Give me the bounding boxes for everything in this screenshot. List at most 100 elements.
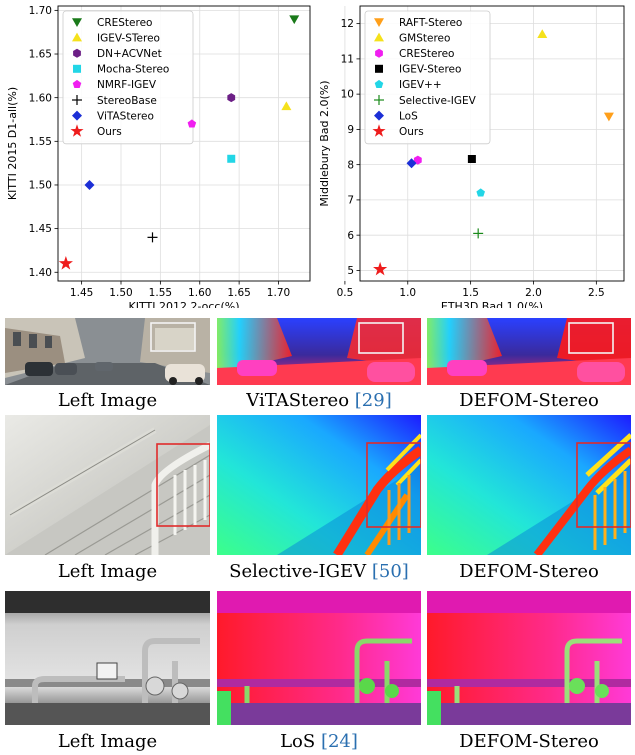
legend-marker-los [374,110,384,121]
legend-label-vitastereo: ViTAStereo [97,110,154,122]
legend-label-igev-stereo: IGEV-STereo [97,32,160,44]
legend-marker-raft-stereo [374,18,384,27]
legend-marker-crestereo [375,48,383,58]
legend-label-ours: Ours [97,126,122,138]
plot-frame [359,5,625,282]
point-igev-stereo [467,155,476,164]
stairs-defom-disparity [427,415,631,555]
legend-label-dn-acvnet: DN+ACVNet [97,48,162,60]
legend-marker-dn-acvnet [73,48,81,58]
caption-left-image-3: Left Image [57,731,158,752]
caption-vitastereo: ViTAStereo [29] [246,390,392,411]
y-tick-label: 11 [341,53,354,65]
legend-box [62,10,194,145]
caption-defom-3: DEFOM-Stereo [459,731,599,752]
legend-marker-gmstereo [374,32,384,42]
x-tick-label: 1.60 [188,287,211,299]
x-tick-label: 2.5 [588,287,605,299]
point-selective-igev [473,228,484,239]
y-tick-label: 8 [347,159,354,171]
legend-marker-igev [374,79,384,89]
y-tick-label: 1.55 [29,136,52,148]
y-tick-label: 1.50 [29,180,52,192]
street-vitastereo-disparity [217,318,421,385]
point-nmrf-igev [187,119,197,128]
y-axis-label: Middlebury Bad 2.0(%) [318,80,331,206]
caption-defom-1: DEFOM-Stereo [459,390,599,411]
y-tick-label: 12 [341,18,354,30]
caption-left-image-2: Left Image [57,561,158,582]
pipes-los-disparity [217,591,421,725]
street-left-image [5,318,210,385]
kitti-scatter-chart: 1.45 1.50 1.55 1.60 1.65 1.70 1.40 1.45 1.50 1.55… [0,0,315,313]
point-vitastereo [84,179,95,190]
x-tick-label: 0.5 [337,287,354,299]
legend-marker-nmrf-igev [72,79,82,89]
middlebury-eth3d-scatter-chart: 0.5 1.0 1.5 2.0 2.5 5 6 7 8 9 10 11 12 ETH3D Bad 1.0(… [318,0,635,313]
legend-label-igev: IGEV++ [399,79,442,91]
point-gmstereo [537,29,548,38]
legend-label-igev-stereo: IGEV-Stereo [399,64,461,76]
point-crestereo [413,155,422,165]
point-crestereo [289,15,300,25]
x-tick-label: 1.5 [462,287,479,299]
legend-marker-selective-igev [374,95,384,105]
caption-selective-igev: Selective-IGEV [50] [229,561,409,582]
x-tick-label: 1.0 [399,287,416,299]
pipes-defom-disparity [427,591,631,725]
x-tick-label: 1.70 [267,287,290,299]
caption-defom-2: DEFOM-Stereo [459,561,599,582]
stairs-left-image [5,415,210,555]
x-tick-label: 1.50 [109,287,132,299]
point-ours [373,261,388,276]
y-tick-label: 10 [341,89,354,101]
x-tick-label: 1.55 [149,287,172,299]
legend-marker-igev-stereo [72,32,82,42]
legend-label-crestereo: CREStereo [97,17,152,29]
legend-label-crestereo: CREStereo [399,48,454,60]
legend-marker-stereobase [72,95,82,105]
y-tick-label: 1.40 [29,267,52,279]
legend: CREStereo IGEV-STereo DN+ACVNet Mocha-Stere… [62,10,194,145]
caption-left-image-1: Left Image [57,390,158,411]
legend-label-raft-stereo: RAFT-Stereo [399,17,462,29]
point-ours [58,256,73,270]
point-igev-stereo [281,101,292,111]
x-axis-label: KITTI 2012 2-occ(%) [129,300,240,308]
caption-los: LoS [24] [280,731,358,752]
legend-marker-mocha-stereo [73,64,81,73]
pipes-left-image [5,591,210,725]
y-tick-label: 1.70 [29,5,52,17]
x-tick-label: 2.0 [525,287,542,299]
legend-label-stereobase: StereoBase [97,95,157,107]
legend-marker-crestereo [72,18,82,27]
y-tick-label: 6 [347,230,354,242]
y-tick-label: 9 [347,124,354,136]
plot-frame [57,5,311,282]
x-tick-label: 1.45 [70,287,93,299]
stairs-selective-igev-disparity [217,415,421,555]
x-axis-label: ETH3D Bad 1.0(%) [441,300,543,308]
y-tick-label: 1.65 [29,49,52,61]
legend-label-nmrf-igev: NMRF-IGEV [97,79,157,91]
point-igev [476,188,485,197]
y-tick-label: 1.45 [29,223,52,235]
legend-box [364,10,491,145]
legend-marker-vitastereo [72,110,82,121]
legend-label-los: LoS [399,110,418,122]
y-axis-label: KITTI 2015 D1-all(%) [6,87,19,200]
point-mocha-stereo [227,154,236,163]
point-los [406,158,417,169]
point-stereobase [147,232,158,243]
y-tick-label: 1.60 [29,92,52,104]
legend-marker-igev-stereo [375,64,383,73]
point-dn-acvnet [227,93,236,103]
legend-marker-ours [372,124,386,137]
legend-marker-ours [70,124,84,137]
point-raft-stereo [603,112,614,122]
x-tick-label: 1.65 [227,287,250,299]
y-tick-label: 5 [347,265,354,277]
y-tick-label: 7 [347,195,354,207]
legend-label-selective-igev: Selective-IGEV [399,95,477,107]
legend-label-gmstereo: GMStereo [399,32,450,44]
